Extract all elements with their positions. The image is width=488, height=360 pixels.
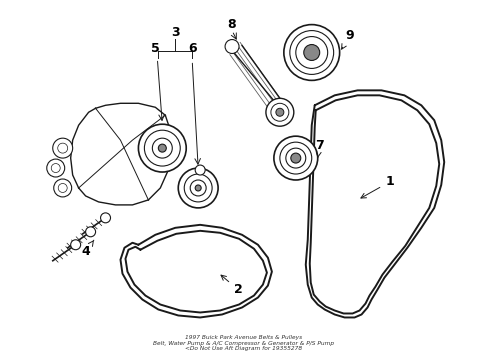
Circle shape bbox=[195, 185, 201, 191]
Circle shape bbox=[190, 180, 206, 196]
Circle shape bbox=[158, 144, 166, 152]
Circle shape bbox=[101, 213, 110, 223]
Circle shape bbox=[47, 159, 64, 177]
Circle shape bbox=[51, 163, 60, 172]
Circle shape bbox=[178, 168, 218, 208]
Circle shape bbox=[285, 148, 305, 168]
Text: 6: 6 bbox=[187, 42, 196, 55]
Circle shape bbox=[289, 31, 333, 75]
Circle shape bbox=[71, 240, 81, 250]
Circle shape bbox=[270, 103, 288, 121]
Circle shape bbox=[283, 24, 339, 80]
Circle shape bbox=[303, 45, 319, 60]
Text: 1997 Buick Park Avenue Belts & Pulleys
Belt, Water Pump & A/C Compressor & Gener: 1997 Buick Park Avenue Belts & Pulleys B… bbox=[153, 335, 334, 351]
Text: 5: 5 bbox=[151, 42, 160, 55]
Circle shape bbox=[273, 136, 317, 180]
Text: 2: 2 bbox=[221, 275, 242, 296]
Circle shape bbox=[53, 138, 73, 158]
Text: 7: 7 bbox=[315, 139, 324, 157]
Circle shape bbox=[290, 153, 300, 163]
Text: 1: 1 bbox=[360, 175, 393, 198]
Text: 3: 3 bbox=[171, 26, 179, 39]
Circle shape bbox=[195, 165, 205, 175]
Circle shape bbox=[184, 174, 212, 202]
Circle shape bbox=[54, 179, 72, 197]
Circle shape bbox=[224, 40, 239, 54]
Text: 9: 9 bbox=[341, 29, 353, 49]
Circle shape bbox=[144, 130, 180, 166]
Text: 8: 8 bbox=[227, 18, 236, 31]
Circle shape bbox=[295, 37, 327, 68]
Circle shape bbox=[265, 98, 293, 126]
Circle shape bbox=[58, 184, 67, 193]
Circle shape bbox=[275, 108, 283, 116]
Circle shape bbox=[152, 138, 172, 158]
Circle shape bbox=[279, 142, 311, 174]
Text: 4: 4 bbox=[81, 240, 94, 258]
Circle shape bbox=[58, 143, 67, 153]
Circle shape bbox=[85, 227, 95, 237]
Circle shape bbox=[138, 124, 186, 172]
